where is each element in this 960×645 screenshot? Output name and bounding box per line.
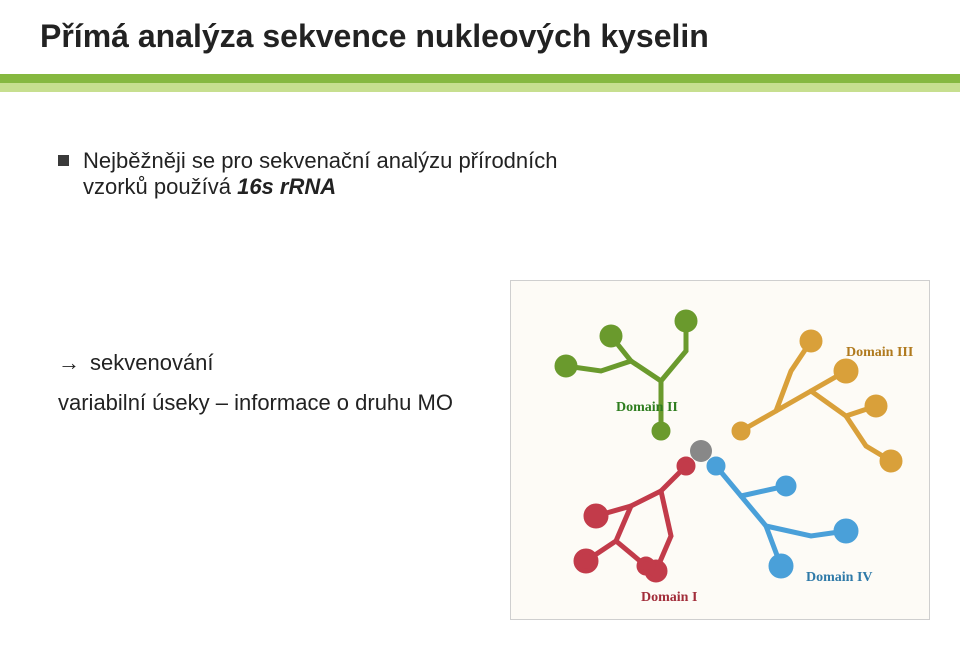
bullet-3-text: variabilní úseky – informace o druhu MO [58, 390, 453, 416]
domain2-label: Domain II [616, 400, 678, 415]
page-title: Přímá analýza sekvence nukleových kyseli… [40, 18, 709, 55]
rrna-figure: Domain II Domain III Domain I Domain IV [510, 280, 930, 620]
divider-top [0, 74, 960, 83]
bullet-1-text: Nejběžněji se pro sekvenační analýzu pří… [83, 148, 578, 200]
rrna-svg: Domain II Domain III Domain I Domain IV [511, 281, 930, 620]
domain1-label: Domain I [641, 590, 697, 605]
divider [0, 74, 960, 92]
bullet-1-emph: 16s rRNA [237, 174, 336, 199]
bullet-2: → sekvenování [58, 350, 214, 376]
divider-bottom [0, 83, 960, 92]
domain3-label: Domain III [846, 345, 913, 360]
domain4-label: Domain IV [806, 570, 873, 585]
bullet-2-text: sekvenování [90, 350, 214, 376]
bullet-1: Nejběžněji se pro sekvenační analýzu pří… [58, 148, 578, 200]
slide: Přímá analýza sekvence nukleových kyseli… [0, 0, 960, 645]
bullet-square-icon [58, 155, 69, 166]
bullet-3: variabilní úseky – informace o druhu MO [58, 390, 488, 416]
arrow-right-icon: → [58, 350, 80, 376]
